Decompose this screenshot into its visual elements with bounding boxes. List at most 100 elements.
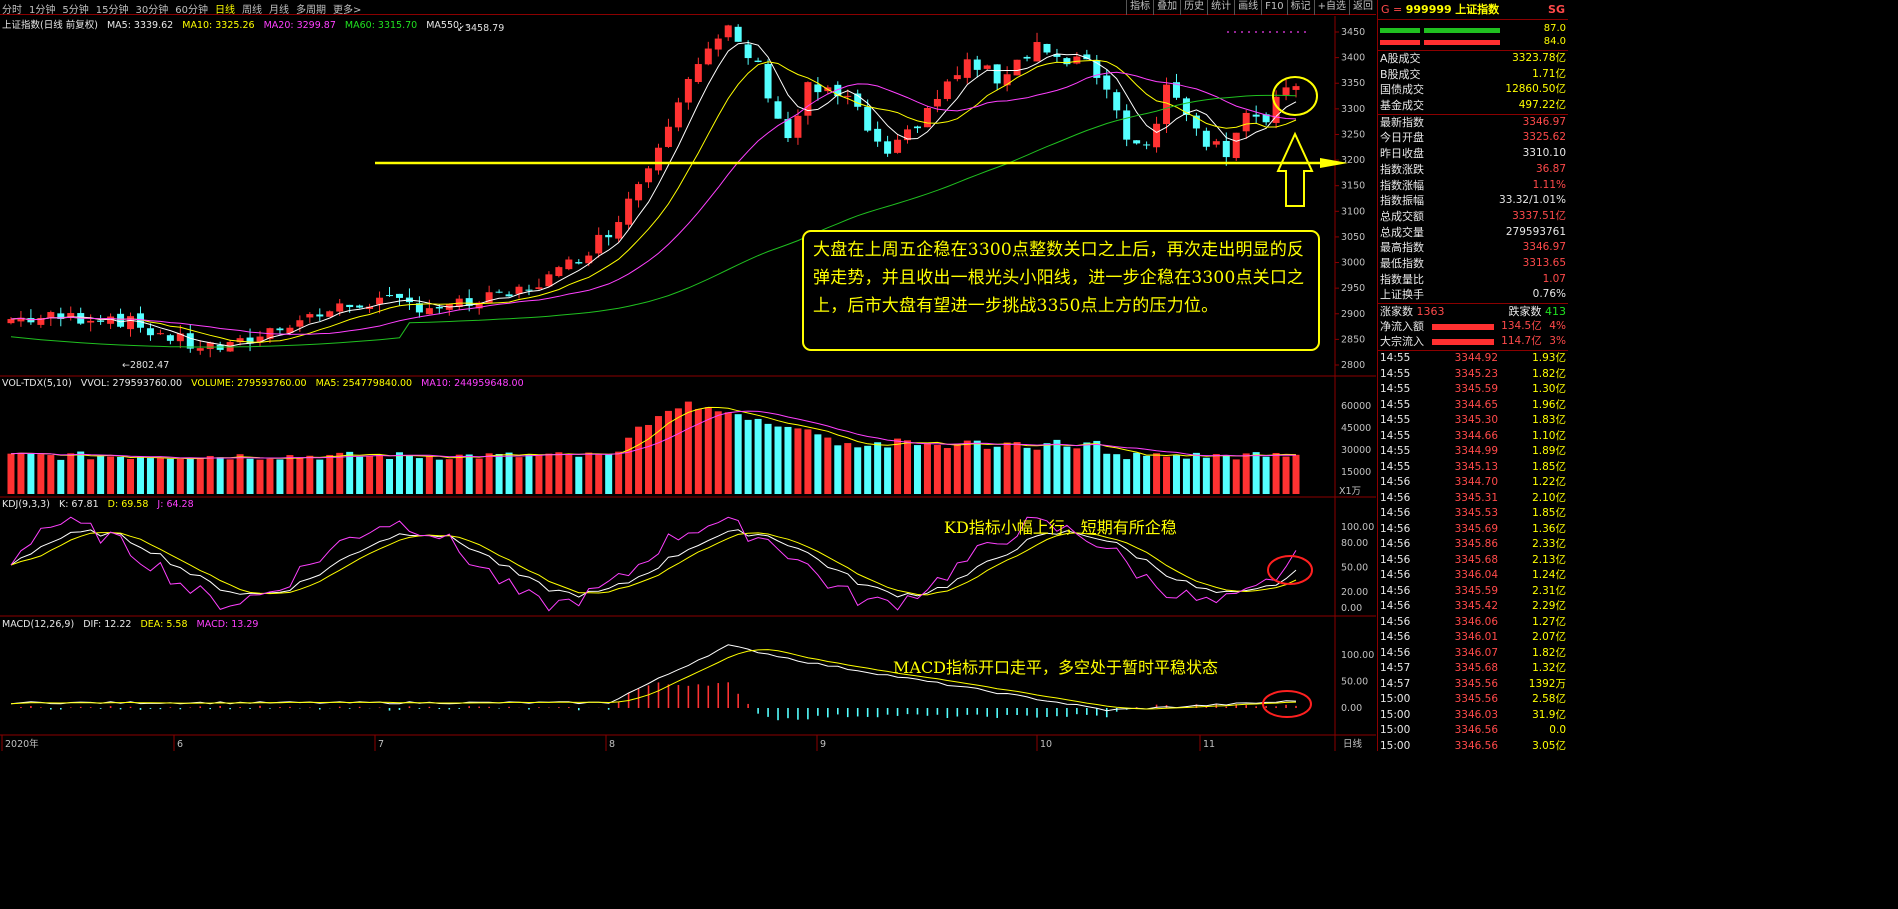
period-tab[interactable]: 15分钟 [95, 5, 129, 16]
tick-row[interactable]: 14:55 3344.99 1.89亿 [1378, 444, 1568, 460]
marker-dot [1248, 31, 1250, 33]
price-info-bar: 上证指数(日线 前复权) MA5: 3339.62 MA10: 3325.26 … [2, 17, 475, 31]
volume-bar [87, 459, 95, 494]
quote-panel: G = 999999 上证指数 SG 87.0 84.0 A股成交 3323.78… [1377, 0, 1568, 754]
volume-bar [674, 408, 682, 494]
tick-row[interactable]: 15:00 3346.56 0.0 [1378, 723, 1568, 739]
period-tab[interactable]: 更多> [332, 5, 362, 16]
tick-volume: 1392万 [1528, 677, 1566, 690]
tool-button[interactable]: 叠加 [1153, 0, 1180, 15]
volume-bar [166, 458, 174, 494]
tick-row[interactable]: 14:56 3345.86 2.33亿 [1378, 537, 1568, 553]
volume-bar [694, 408, 702, 494]
tool-button[interactable]: 画线 [1234, 0, 1261, 15]
period-tab[interactable]: 多周期 [295, 5, 326, 16]
kdj-axis-label: 100.00 [1341, 522, 1374, 533]
period-tab[interactable]: 1分钟 [29, 5, 56, 16]
tick-time: 14:57 [1380, 677, 1411, 690]
tool-button[interactable]: 标记 [1286, 0, 1314, 15]
tick-row[interactable]: 14:56 3346.01 2.07亿 [1378, 630, 1568, 646]
tick-volume: 2.58亿 [1532, 693, 1566, 706]
ratio-bars: 87.0 84.0 [1378, 20, 1568, 51]
tick-row[interactable]: 14:57 3345.68 1.32亿 [1378, 661, 1568, 677]
macd-highlight-circle [1262, 690, 1312, 718]
tick-row[interactable]: 14:56 3346.07 1.82亿 [1378, 646, 1568, 662]
volume-bar [216, 457, 224, 494]
tick-row[interactable]: 14:55 3345.30 1.83亿 [1378, 413, 1568, 429]
tick-row[interactable]: 14:56 3345.69 1.36亿 [1378, 522, 1568, 538]
candle-body [525, 289, 533, 291]
kline-chart-svg[interactable]: 3450 3400 3350 3300 3250 3200 3150 3100 3050 3000… [0, 16, 1376, 751]
tick-row[interactable]: 14:56 3346.04 1.24亿 [1378, 568, 1568, 584]
tick-volume: 1.89亿 [1532, 445, 1566, 458]
period-tab[interactable]: 60分钟 [175, 5, 208, 16]
candle-body [156, 333, 164, 335]
tick-volume: 0.0 [1549, 724, 1566, 737]
tick-row[interactable]: 14:56 3345.68 2.13亿 [1378, 553, 1568, 569]
flow-value: 114.7亿 [1501, 335, 1542, 348]
tick-row[interactable]: 14:55 3344.92 1.93亿 [1378, 351, 1568, 367]
tick-volume: 1.30亿 [1532, 383, 1566, 396]
tick-row[interactable]: 14:57 3345.56 1392万 [1378, 677, 1568, 693]
macd-axis-label: 100.00 [1341, 650, 1374, 661]
volume-bar [1262, 456, 1270, 494]
tick-row[interactable]: 14:55 3344.66 1.10亿 [1378, 429, 1568, 445]
tick-row[interactable]: 14:56 3345.59 2.31亿 [1378, 584, 1568, 600]
tick-row[interactable]: 14:55 3345.13 1.85亿 [1378, 460, 1568, 476]
volume-bar [794, 428, 802, 494]
stat-value: 1.71亿 [1532, 67, 1566, 80]
period-tab[interactable]: 周线 [241, 5, 262, 16]
tick-volume: 1.82亿 [1532, 646, 1566, 659]
candle-body [296, 320, 304, 327]
tick-row[interactable]: 15:00 3346.56 3.05亿 [1378, 739, 1568, 755]
tick-row[interactable]: 14:55 3344.65 1.96亿 [1378, 398, 1568, 414]
volume-bar [186, 458, 194, 494]
volume-bar [405, 455, 413, 494]
tick-row[interactable]: 14:55 3345.23 1.82亿 [1378, 367, 1568, 383]
volume-bar [356, 456, 364, 494]
tool-button[interactable]: +自选 [1313, 0, 1349, 15]
volume-bar [1023, 447, 1031, 494]
candle-body [714, 38, 722, 50]
candle-body [366, 306, 374, 309]
tick-time: 14:56 [1380, 553, 1411, 566]
tick-price: 3344.99 [1454, 445, 1498, 458]
volume-bar [545, 453, 553, 494]
tick-row[interactable]: 14:56 3345.42 2.29亿 [1378, 599, 1568, 615]
tool-button[interactable]: 历史 [1180, 0, 1207, 15]
volume-bar [744, 419, 752, 494]
tool-button[interactable]: 指标 [1126, 0, 1153, 15]
stat-value: 3337.51亿 [1512, 209, 1566, 222]
volume-bar [445, 459, 453, 494]
tick-row[interactable]: 14:56 3345.31 2.10亿 [1378, 491, 1568, 507]
period-tab[interactable]: 月线 [268, 5, 289, 16]
vvol-readout: VVOL: 279593760.00 [80, 378, 183, 389]
tool-button[interactable]: 返回 [1349, 0, 1376, 15]
tick-row[interactable]: 14:56 3346.06 1.27亿 [1378, 615, 1568, 631]
tick-volume: 2.29亿 [1532, 600, 1566, 613]
volume-bar [206, 455, 214, 494]
tick-row[interactable]: 14:56 3344.70 1.22亿 [1378, 475, 1568, 491]
ma10-readout: MA10: 3325.26 [182, 20, 255, 31]
period-tab[interactable]: 5分钟 [62, 5, 89, 16]
tick-list[interactable]: 14:55 3344.92 1.93亿 14:55 3345.23 1.82亿 14:55 3… [1378, 350, 1568, 754]
chart-area[interactable]: 3450 3400 3350 3300 3250 3200 3150 3100 3050 3000… [0, 16, 1376, 751]
tool-button[interactable]: 统计 [1207, 0, 1234, 15]
stat-label: 指数振幅 [1380, 194, 1424, 208]
flow-label: 净流入额 [1380, 319, 1424, 333]
tick-row[interactable]: 15:00 3346.03 31.9亿 [1378, 708, 1568, 724]
tick-row[interactable]: 15:00 3345.56 2.58亿 [1378, 692, 1568, 708]
period-tab[interactable]: 30分钟 [135, 5, 169, 16]
candle-body [854, 93, 862, 107]
candle-body [913, 126, 921, 129]
candle-body [1182, 98, 1190, 115]
period-tab[interactable]: 日线 [214, 5, 235, 16]
tick-row[interactable]: 14:56 3345.53 1.85亿 [1378, 506, 1568, 522]
tick-row[interactable]: 14:55 3345.59 1.30亿 [1378, 382, 1568, 398]
volume-bar [1133, 452, 1141, 494]
advance-decline-row: 涨家数 1363 跌家数 413 [1378, 303, 1568, 319]
tick-time: 14:55 [1380, 414, 1411, 427]
period-tab[interactable]: 分时 [2, 5, 22, 16]
candle-body [346, 304, 354, 308]
tool-button[interactable]: F10 [1261, 0, 1286, 15]
